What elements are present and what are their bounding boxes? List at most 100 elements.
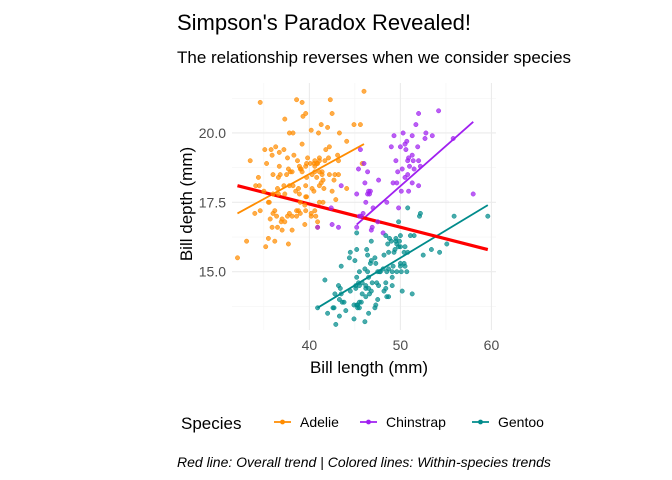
legend-key-dot-gentoo <box>478 419 483 425</box>
point-adelie <box>325 124 331 130</box>
point-gentoo <box>380 266 386 272</box>
point-adelie <box>266 199 272 205</box>
point-gentoo <box>347 288 353 294</box>
point-gentoo <box>389 269 395 275</box>
point-adelie <box>252 210 258 216</box>
point-chinstrap <box>398 188 404 194</box>
point-adelie <box>303 208 309 214</box>
point-gentoo <box>428 247 434 252</box>
data-points <box>235 88 491 327</box>
point-adelie <box>303 111 309 116</box>
point-chinstrap <box>404 138 410 144</box>
point-gentoo <box>390 263 396 269</box>
point-gentoo <box>373 302 379 308</box>
point-adelie <box>289 227 295 233</box>
point-gentoo <box>368 288 374 294</box>
point-gentoo <box>336 313 342 319</box>
point-chinstrap <box>393 158 399 164</box>
point-chinstrap <box>411 166 417 172</box>
point-chinstrap <box>405 172 411 178</box>
point-gentoo <box>356 269 362 275</box>
x-tick-label: 40 <box>302 337 318 353</box>
point-adelie <box>290 183 296 189</box>
point-adelie <box>319 169 325 175</box>
point-adelie <box>244 238 250 244</box>
point-adelie <box>282 116 288 122</box>
point-gentoo <box>369 280 375 286</box>
point-chinstrap <box>409 152 415 158</box>
point-chinstrap <box>370 205 376 211</box>
point-adelie <box>329 188 335 194</box>
point-gentoo <box>381 252 387 258</box>
point-gentoo <box>383 280 389 286</box>
point-gentoo <box>397 238 402 244</box>
point-adelie <box>308 210 314 216</box>
point-gentoo <box>405 205 411 211</box>
point-gentoo <box>383 233 389 239</box>
point-adelie <box>351 122 357 128</box>
legend-label-chinstrap: Chinstrap <box>386 414 446 430</box>
point-chinstrap <box>400 130 406 136</box>
point-adelie <box>257 208 263 214</box>
axis-ticks: 40 50 60 15.0 17.5 20.0 <box>199 125 500 353</box>
y-tick-label: 15.0 <box>199 264 226 280</box>
point-gentoo <box>354 247 360 252</box>
point-chinstrap <box>396 205 402 211</box>
point-adelie <box>296 191 302 197</box>
point-adelie <box>303 183 309 189</box>
point-adelie <box>327 97 333 103</box>
point-adelie <box>264 161 270 166</box>
y-tick-label: 20.0 <box>199 125 226 141</box>
point-gentoo <box>341 299 347 305</box>
legend-label-adelie: Adelie <box>300 414 339 430</box>
point-gentoo <box>437 249 443 255</box>
point-gentoo <box>359 291 365 297</box>
point-gentoo <box>359 280 365 286</box>
point-adelie <box>320 177 326 183</box>
point-adelie <box>263 244 269 250</box>
point-adelie <box>291 152 297 158</box>
point-gentoo <box>392 247 398 252</box>
point-gentoo <box>394 269 400 275</box>
point-gentoo <box>396 219 402 225</box>
point-chinstrap <box>399 166 405 172</box>
point-adelie <box>247 158 253 164</box>
point-chinstrap <box>422 136 428 141</box>
legend-key-dot-adelie <box>280 419 285 425</box>
point-chinstrap <box>391 133 397 139</box>
point-chinstrap <box>397 144 403 150</box>
legend-label-gentoo: Gentoo <box>498 414 544 430</box>
point-gentoo <box>332 291 338 297</box>
point-adelie <box>308 127 314 133</box>
point-chinstrap <box>376 177 382 183</box>
point-adelie <box>323 147 329 153</box>
point-adelie <box>282 219 288 225</box>
point-adelie <box>316 155 322 161</box>
point-chinstrap <box>409 180 415 186</box>
point-adelie <box>267 216 273 222</box>
point-gentoo <box>354 230 360 236</box>
point-chinstrap <box>362 180 368 186</box>
trend-line-adelie <box>237 143 365 215</box>
point-adelie <box>297 210 303 216</box>
point-gentoo <box>354 274 360 280</box>
point-adelie <box>265 235 271 241</box>
point-adelie <box>313 213 319 219</box>
point-adelie <box>295 158 300 164</box>
legend-title: Species <box>181 414 241 433</box>
point-adelie <box>336 158 341 164</box>
point-chinstrap <box>336 224 341 230</box>
point-chinstrap <box>416 183 422 189</box>
point-gentoo <box>409 291 415 297</box>
point-chinstrap <box>356 166 361 172</box>
point-gentoo <box>405 249 411 255</box>
chart-title: Simpson's Paradox Revealed! <box>177 10 471 35</box>
point-chinstrap <box>360 210 366 216</box>
y-axis-title: Bill depth (mm) <box>177 147 196 261</box>
point-gentoo <box>389 274 395 280</box>
point-adelie <box>285 155 290 161</box>
point-adelie <box>297 199 303 205</box>
point-adelie <box>272 208 278 214</box>
point-gentoo <box>417 210 423 216</box>
point-adelie <box>276 149 282 155</box>
